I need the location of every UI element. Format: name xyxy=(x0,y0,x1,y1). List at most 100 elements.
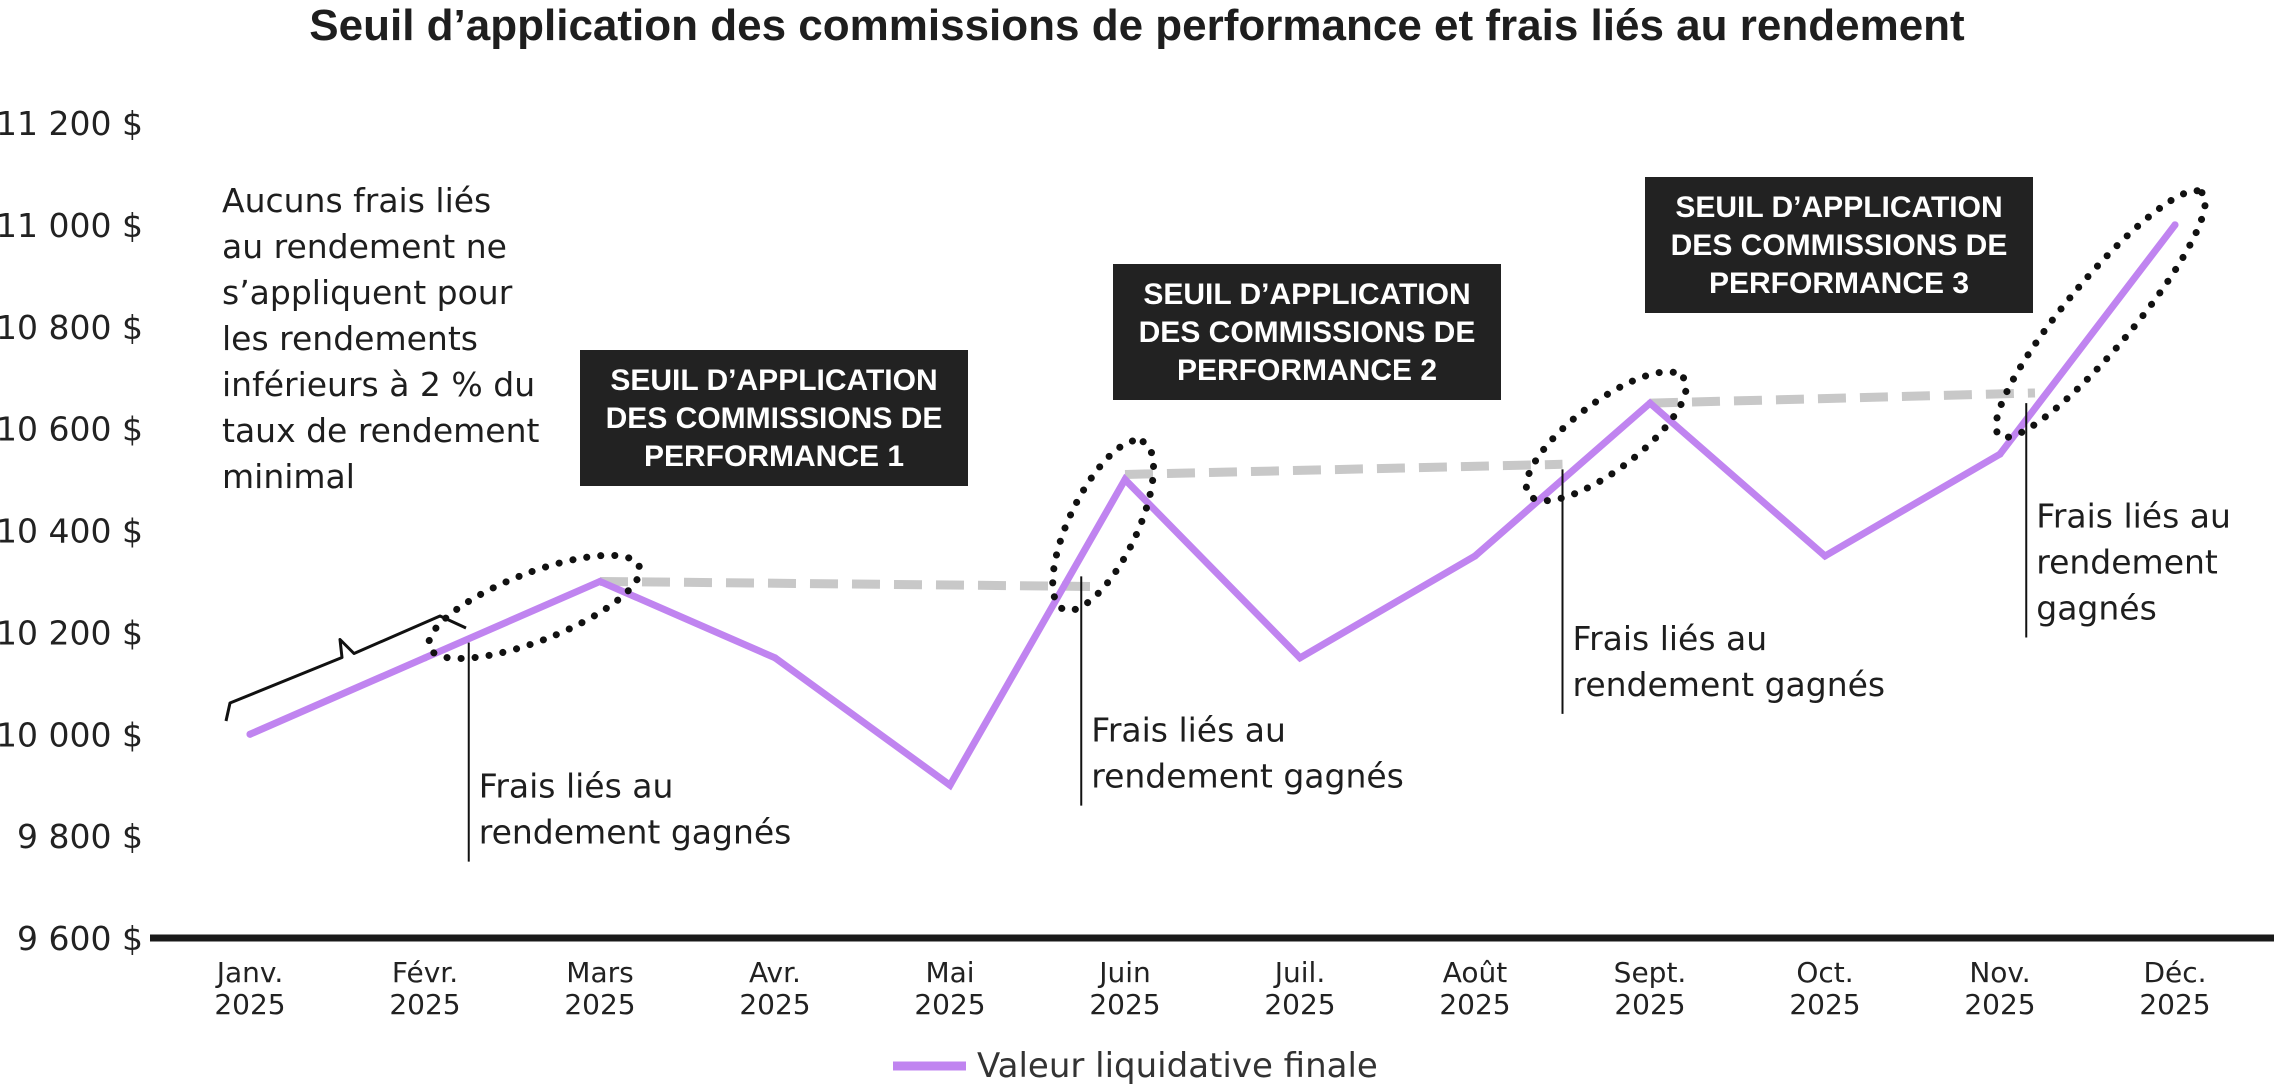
x-tick-label: Févr. 2025 xyxy=(389,956,460,1021)
dotted-ellipses xyxy=(425,187,2209,662)
hurdle-line xyxy=(599,576,1099,592)
dotted-ellipse xyxy=(425,551,644,662)
threshold-box-label-line: PERFORMANCE 3 xyxy=(1709,267,1969,300)
threshold-box xyxy=(580,350,968,486)
data-point xyxy=(1471,552,1479,560)
threshold-box-label-line: SEUIL D’APPLICATION xyxy=(1675,191,2002,224)
x-tick-month: Mars xyxy=(566,956,633,989)
threshold-box-label-line: DES COMMISSIONS DE xyxy=(1139,316,1476,349)
chart-title: Seuil d’application des commissions de p… xyxy=(309,1,1965,50)
x-tick-label: Juil. 2025 xyxy=(1264,956,1335,1021)
data-point xyxy=(246,730,254,738)
y-axis: 9 600 $ 9 800 $ 10 000 $ 10 200 $ 10 400 $ 10… xyxy=(0,104,143,958)
threshold-box-label-line: DES COMMISSIONS DE xyxy=(606,402,943,435)
threshold-box-label: SEUIL D’APPLICATION DES COMMISSIONS DE PER… xyxy=(1671,191,2008,300)
bracket-note-line: les rendements xyxy=(222,319,478,358)
x-tick-month: Févr. xyxy=(392,956,458,989)
x-tick-label: Juin 2025 xyxy=(1089,956,1160,1021)
bracket-note-line: minimal xyxy=(222,457,355,496)
threshold-box-label-line: PERFORMANCE 2 xyxy=(1177,354,1437,387)
x-tick-year: 2025 xyxy=(1089,988,1160,1021)
x-tick-label: Sept. 2025 xyxy=(1614,956,1687,1021)
x-tick-label: Avr. 2025 xyxy=(739,956,810,1021)
threshold-box xyxy=(1645,177,2033,313)
legend-label: Valeur liquidative finale xyxy=(977,1046,1378,1086)
threshold-boxes: SEUIL D’APPLICATION DES COMMISSIONS DE PER… xyxy=(580,177,2033,486)
threshold-box-label-line: SEUIL D’APPLICATION xyxy=(1143,278,1470,311)
data-point xyxy=(771,654,779,662)
fee-marker-label-line: rendement xyxy=(2036,542,2218,581)
fee-marker-label-line: rendement gagnés xyxy=(479,813,792,852)
x-tick-label: Janv. 2025 xyxy=(214,956,285,1021)
bracket-note-line: inférieurs à 2 % du xyxy=(222,365,535,404)
bracket-note-line: Aucuns frais liés xyxy=(222,181,491,220)
data-point xyxy=(946,781,954,789)
x-tick-month: Avr. xyxy=(749,956,801,989)
threshold-box-label-line: SEUIL D’APPLICATION xyxy=(610,364,937,397)
fee-marker-label: Frais liés au rendement gagnés xyxy=(479,767,792,852)
hurdle-line xyxy=(1649,388,2036,408)
x-tick-label: Mars 2025 xyxy=(564,956,635,1021)
series-lines xyxy=(246,221,2179,791)
fee-marker-label: Frais liés au rendement gagnés xyxy=(1573,619,1886,704)
data-point xyxy=(596,577,604,585)
bracket-annotation: Aucuns frais liés au rendement ne s’appliq… xyxy=(222,181,540,722)
data-point xyxy=(1821,552,1829,560)
threshold-box-label-line: PERFORMANCE 1 xyxy=(644,440,904,473)
fee-marker-label-line: Frais liés au xyxy=(479,767,674,806)
x-tick-label: Nov. 2025 xyxy=(1964,956,2035,1021)
x-tick-year: 2025 xyxy=(1964,988,2035,1021)
x-tick-month: Juin xyxy=(1097,956,1151,989)
data-point xyxy=(1996,450,2004,458)
hurdle-lines xyxy=(599,388,2036,592)
fee-marker-label-line: rendement gagnés xyxy=(1573,665,1886,704)
x-tick-month: Nov. xyxy=(1969,956,2030,989)
threshold-box-label-line: DES COMMISSIONS DE xyxy=(1671,229,2008,262)
y-tick-label: 9 600 $ xyxy=(17,919,143,958)
data-point xyxy=(2171,221,2179,229)
fee-marker-label-line: rendement gagnés xyxy=(1091,757,1404,796)
x-tick-label: Oct. 2025 xyxy=(1789,956,1860,1021)
x-tick-year: 2025 xyxy=(1264,988,1335,1021)
data-point xyxy=(421,654,429,662)
x-tick-month: Sept. xyxy=(1614,956,1687,989)
x-tick-month: Janv. xyxy=(215,956,283,989)
dotted-ellipse xyxy=(1049,436,1158,614)
x-tick-year: 2025 xyxy=(564,988,635,1021)
bracket-note-line: au rendement ne xyxy=(222,227,507,266)
x-tick-month: Oct. xyxy=(1796,956,1853,989)
y-tick-label: 10 000 $ xyxy=(0,715,143,754)
x-tick-year: 2025 xyxy=(1439,988,1510,1021)
x-tick-year: 2025 xyxy=(2139,988,2210,1021)
legend: Valeur liquidative finale xyxy=(893,1046,1378,1086)
x-tick-year: 2025 xyxy=(1789,988,1860,1021)
data-point xyxy=(1646,399,1654,407)
threshold-box xyxy=(1113,264,1501,400)
fee-markers: Frais liés au rendement gagnés Frais liés … xyxy=(467,403,2231,862)
fee-marker-label: Frais liés au rendement gagnés xyxy=(2036,496,2231,627)
x-tick-month: Juil. xyxy=(1273,956,1325,989)
x-tick-label: Déc. 2025 xyxy=(2139,956,2210,1021)
bracket-note: Aucuns frais liés au rendement ne s’appliq… xyxy=(222,181,540,496)
threshold-box-label: SEUIL D’APPLICATION DES COMMISSIONS DE PER… xyxy=(1139,278,1476,387)
y-tick-label: 11 200 $ xyxy=(0,104,143,143)
bracket-note-line: taux de rendement xyxy=(222,411,540,450)
fee-marker-label: Frais liés au rendement gagnés xyxy=(1091,711,1404,796)
data-point xyxy=(1121,476,1129,484)
y-tick-label: 10 600 $ xyxy=(0,410,143,449)
x-tick-month: Août xyxy=(1443,956,1508,989)
x-tick-month: Mai xyxy=(925,956,974,989)
fee-marker-label-line: gagnés xyxy=(2036,588,2157,627)
x-tick-year: 2025 xyxy=(214,988,285,1021)
dotted-ellipse xyxy=(1522,368,1690,505)
y-tick-label: 10 200 $ xyxy=(0,613,143,652)
series-line xyxy=(246,221,2179,791)
x-tick-year: 2025 xyxy=(389,988,460,1021)
dotted-ellipse xyxy=(1992,187,2209,441)
fee-marker-label-line: Frais liés au xyxy=(1573,619,1768,658)
x-tick-year: 2025 xyxy=(914,988,985,1021)
x-tick-label: Août 2025 xyxy=(1439,956,1510,1021)
bracket xyxy=(224,614,467,722)
